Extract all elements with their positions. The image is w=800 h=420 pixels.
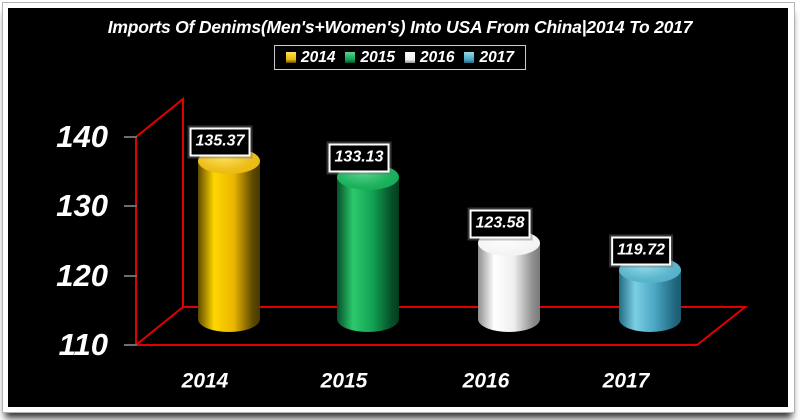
cylinder-body-2015	[337, 176, 399, 332]
legend-item-2017[interactable]: 2017	[464, 48, 514, 66]
legend-item-2014[interactable]: 2014	[286, 48, 336, 66]
legend-item-2016[interactable]: 2016	[405, 50, 454, 66]
value-axis-wall	[135, 96, 184, 345]
y-tick-label-130: 130	[56, 188, 108, 224]
data-label-2014: 135.37	[189, 127, 251, 157]
cylinder-2014[interactable]	[198, 148, 260, 332]
data-label-2016: 123.58	[469, 209, 531, 239]
cylinder-body-2014	[198, 161, 260, 332]
y-tick-label-120: 120	[56, 257, 108, 293]
legend-label-2014: 2014	[301, 48, 336, 66]
legend-label-2015: 2015	[360, 48, 395, 66]
cylinder-2016[interactable]	[478, 229, 540, 332]
y-tick-110	[124, 344, 137, 346]
chart-title: Imports Of Denims(Men's+Women's) Into US…	[107, 17, 693, 37]
category-label-2014: 2014	[181, 369, 229, 393]
legend-swatch-icon-2014	[286, 52, 297, 63]
data-label-2017: 119.72	[611, 236, 671, 266]
legend-swatch-icon-2016	[405, 52, 415, 63]
legend-item-2015[interactable]: 2015	[345, 48, 395, 66]
y-tick-120	[124, 274, 137, 277]
cylinder-2015[interactable]	[337, 163, 399, 332]
y-tick-label-140: 140	[56, 119, 108, 154]
cylinder-2017[interactable]	[619, 256, 681, 332]
legend-swatch-icon-2015	[345, 52, 356, 63]
legend-label-2017: 2017	[479, 48, 514, 66]
category-label-2016: 2016	[462, 369, 510, 393]
y-tick-130	[124, 205, 137, 208]
legend: 2014 2015 2016 2017	[274, 45, 526, 70]
legend-swatch-icon-2017	[464, 52, 475, 63]
legend-label-2016: 2016	[420, 48, 455, 66]
category-label-2017: 2017	[602, 369, 650, 393]
data-label-2015: 133.13	[328, 143, 390, 173]
cylinder-body-2016	[478, 242, 540, 332]
floor-outline	[133, 306, 748, 346]
category-label-2015: 2015	[320, 369, 368, 393]
y-tick-label-110: 110	[58, 327, 108, 362]
y-tick-140	[124, 136, 137, 138]
